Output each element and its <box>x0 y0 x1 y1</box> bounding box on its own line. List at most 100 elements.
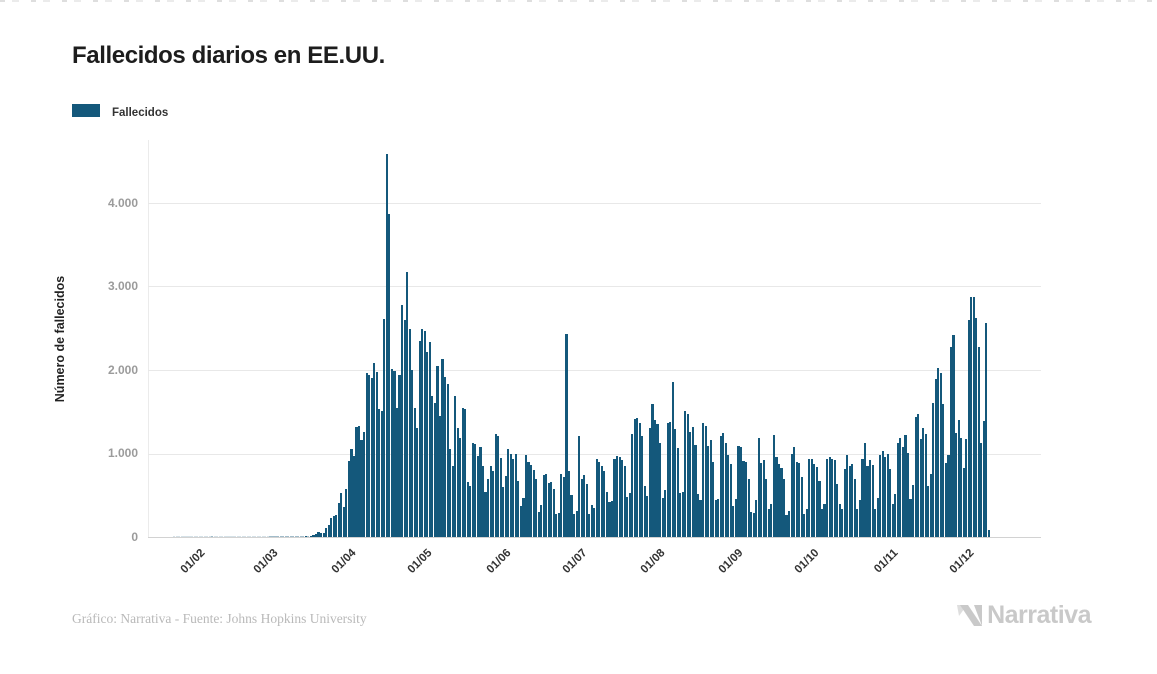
deaths-bar <box>254 536 257 537</box>
deaths-bar <box>251 536 254 537</box>
deaths-bar <box>231 536 234 537</box>
brand-name: Narrativa <box>987 601 1091 629</box>
deaths-bar <box>249 536 252 537</box>
deaths-bar <box>277 536 280 537</box>
deaths-bar <box>545 473 548 537</box>
deaths-bar <box>985 323 988 537</box>
deaths-bar <box>464 409 467 537</box>
deaths-bar <box>952 334 955 537</box>
deaths-bar <box>937 368 940 537</box>
deaths-bar <box>818 481 821 537</box>
y-tick-label: 1.000 <box>107 446 138 461</box>
deaths-bar <box>848 466 851 537</box>
deaths-bar <box>623 466 626 537</box>
deaths-bar <box>451 465 454 537</box>
deaths-bar <box>747 478 750 537</box>
deaths-bar <box>360 439 363 537</box>
deaths-bar <box>924 434 927 537</box>
deaths-bar <box>770 503 773 537</box>
deaths-bar <box>380 411 383 537</box>
deaths-bar <box>320 532 323 537</box>
gridline <box>148 453 1041 455</box>
deaths-bar <box>580 479 583 537</box>
deaths-bar <box>975 318 978 537</box>
deaths-bar <box>365 372 368 537</box>
deaths-bar <box>752 512 755 537</box>
deaths-bar <box>823 503 826 537</box>
deaths-bar <box>203 536 206 537</box>
deaths-bar <box>565 333 568 537</box>
deaths-bar <box>616 456 619 537</box>
chart-title: Fallecidos diarios en EE.UU. <box>72 42 385 69</box>
deaths-bar <box>628 492 631 537</box>
deaths-bar <box>461 407 464 537</box>
deaths-bar <box>808 458 811 537</box>
deaths-bar <box>755 500 758 537</box>
deaths-bar <box>368 375 371 537</box>
deaths-bar <box>416 428 419 537</box>
deaths-bar <box>193 536 196 537</box>
deaths-bar <box>967 319 970 537</box>
brand: Narrativa <box>957 601 1091 630</box>
deaths-bar <box>972 297 975 537</box>
legend-item-fallecidos[interactable] <box>72 104 100 122</box>
x-tick-label: 01/03 <box>251 547 281 576</box>
deaths-bar <box>426 352 429 537</box>
deaths-bar <box>363 432 366 537</box>
deaths-bar <box>431 395 434 537</box>
deaths-bar <box>815 466 818 537</box>
deaths-bar <box>987 530 990 537</box>
deaths-bar <box>228 536 232 537</box>
deaths-bar <box>621 460 624 537</box>
deaths-bar <box>175 536 178 537</box>
deaths-bar <box>274 536 277 537</box>
deaths-bar <box>411 369 414 537</box>
deaths-bar <box>800 476 803 537</box>
deaths-bar <box>423 330 426 537</box>
deaths-bar <box>942 404 945 537</box>
gridline <box>148 202 1041 204</box>
x-tick-label: 01/04 <box>330 547 359 576</box>
deaths-bar <box>914 416 917 537</box>
deaths-bar <box>486 478 490 537</box>
deaths-bar <box>858 500 861 537</box>
deaths-bar <box>572 514 576 537</box>
deaths-bar <box>745 461 748 537</box>
deaths-bar <box>788 511 791 537</box>
deaths-bar <box>681 491 684 537</box>
deaths-bar <box>256 536 259 537</box>
deaths-bar <box>218 536 221 537</box>
deaths-bar <box>861 459 864 537</box>
deaths-bar <box>198 536 201 537</box>
deaths-bar <box>266 536 270 537</box>
deaths-bar <box>760 462 763 537</box>
deaths-bar <box>226 536 229 537</box>
deaths-bar <box>446 384 449 537</box>
deaths-bar <box>466 482 469 537</box>
deaths-bar <box>631 434 634 537</box>
deaths-bar <box>856 508 859 537</box>
deaths-bar <box>185 536 189 537</box>
deaths-bar <box>970 296 973 537</box>
deaths-bar <box>332 516 335 537</box>
deaths-bar <box>180 536 183 537</box>
deaths-bar <box>691 426 695 537</box>
deaths-bar <box>294 536 297 537</box>
deaths-bar <box>689 431 692 537</box>
deaths-bar <box>436 365 439 537</box>
deaths-bar <box>312 535 315 537</box>
deaths-bar <box>433 402 436 537</box>
deaths-bar <box>327 525 330 537</box>
deaths-bar <box>674 429 677 537</box>
deaths-bar <box>795 461 798 537</box>
deaths-bar <box>610 501 614 537</box>
deaths-bar <box>750 511 753 537</box>
deaths-bar <box>454 395 457 537</box>
deaths-bar <box>575 511 578 537</box>
deaths-bar <box>666 423 669 537</box>
deaths-bar <box>919 439 922 537</box>
deaths-bar <box>418 340 421 537</box>
deaths-bar <box>684 410 687 537</box>
deaths-bar <box>201 536 204 537</box>
deaths-bar <box>178 536 181 537</box>
